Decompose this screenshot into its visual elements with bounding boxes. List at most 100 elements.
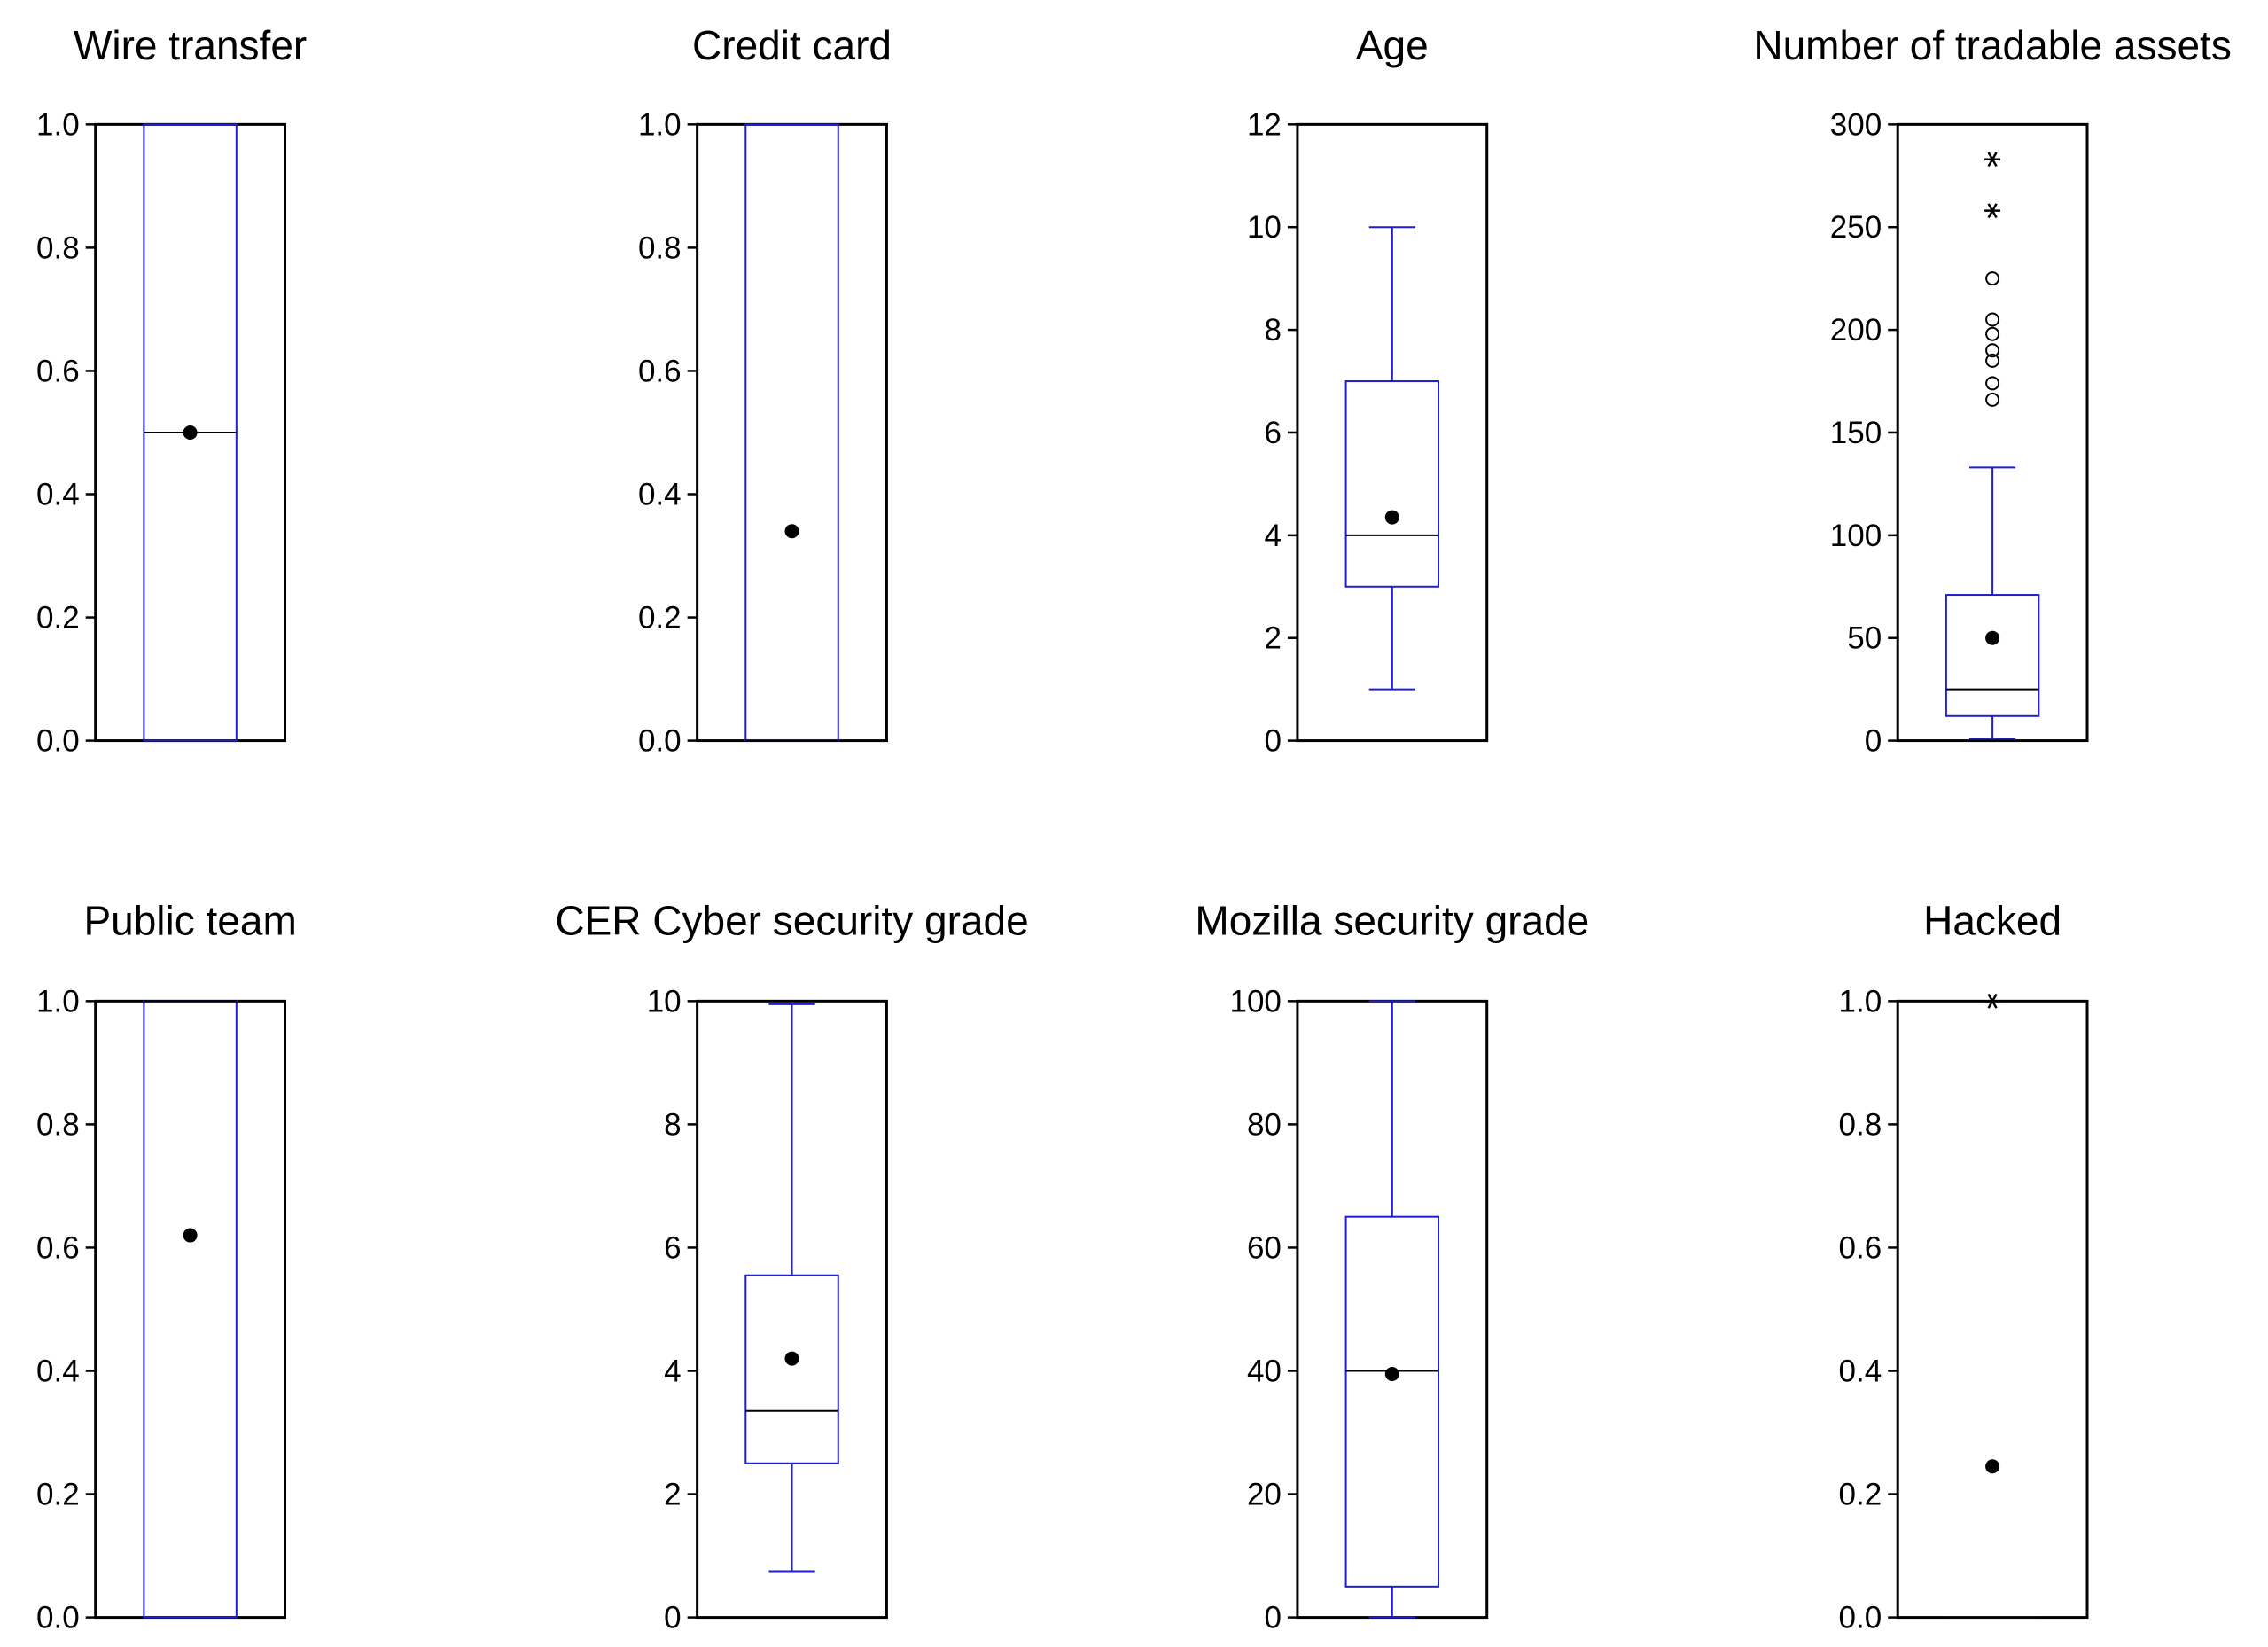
outlier-star-stroke [1987,152,1998,168]
y-tick-label: 0.8 [36,230,80,265]
plot-frame [94,999,287,1620]
plot-frame [1896,122,2089,743]
y-tick-label: 50 [1847,621,1882,656]
y-tick-label: 1.0 [36,107,80,142]
y-tick-label: 80 [1247,1107,1282,1142]
y-tick-label: 0 [1264,1601,1281,1635]
y-tick-label: 0.0 [638,724,682,759]
y-tick-label: 100 [1830,519,1882,553]
outlier-far [1984,152,2001,168]
mean-marker [1384,510,1399,525]
y-tick-label: 0.2 [638,601,682,636]
y-tick-label: 0.2 [36,1478,80,1512]
y-tick-label: 8 [1264,313,1281,347]
iqr-box [1945,594,2040,717]
y-tick-label: 6 [1264,416,1281,450]
mean-marker [1985,630,2000,645]
iqr-box [744,123,839,742]
y-tick-label: 0.8 [36,1107,80,1142]
y-tick-label: 6 [664,1230,681,1265]
panel-title: Number of tradable assets [1753,22,2232,68]
outlier-near [1985,392,2000,407]
boxplot-panel: Credit card 0.0 0.2 0.4 0.6 0.8 1.0 [638,22,892,759]
y-tick-label: 250 [1830,210,1882,245]
y-tick-label: 0.8 [1839,1107,1882,1142]
outlier-near [1985,271,2000,286]
y-tick-label: 150 [1830,416,1882,450]
panel-title: Age [1356,22,1429,68]
y-tick-label: 4 [1264,519,1281,553]
y-tick-label: 0.4 [638,477,682,511]
y-tick-label: 0.2 [1839,1478,1882,1512]
boxplot-panel: Hacked 0.0 0.2 0.4 0.6 0.8 1.0 [1839,897,2089,1635]
y-tick-label: 4 [664,1354,681,1388]
y-tick-label: 0 [1264,724,1281,759]
y-tick-label: 40 [1247,1354,1282,1388]
boxplot-panel: Public team 0.0 0.2 0.4 0.6 0.8 1.0 [36,897,297,1635]
y-tick-label: 0.8 [638,230,682,265]
mean-marker [1384,1366,1399,1381]
y-tick-label: 20 [1247,1478,1282,1512]
y-tick-label: 60 [1247,1230,1282,1265]
panel-title: Mozilla security grade [1195,897,1589,943]
y-tick-label: 0.6 [36,354,80,388]
y-tick-label: 0.0 [36,724,80,759]
y-tick-label: 10 [647,984,682,1019]
outlier-near [1985,343,2000,358]
panel-title: Credit card [692,22,892,68]
mean-marker [784,1351,799,1366]
outlier-star-stroke [1987,993,1998,1009]
y-tick-label: 0.6 [638,354,682,388]
iqr-box [744,1274,839,1464]
outlier-near [1985,312,2000,327]
outlier-near [1985,353,2000,368]
y-tick-label: 0.6 [36,1230,80,1265]
y-tick-label: 0 [664,1601,681,1635]
iqr-box [143,1000,238,1619]
outlier-far [1984,203,2001,219]
iqr-box [1344,380,1440,588]
mean-marker [183,425,198,440]
boxplot-panel: Number of tradable assets 0 50 100 150 200 250… [1753,22,2232,759]
panel-title: Public team [83,897,296,943]
mean-marker [183,1228,198,1243]
y-tick-label: 10 [1247,210,1282,245]
y-tick-label: 200 [1830,313,1882,347]
panel-title: Wire transfer [74,22,307,68]
y-tick-label: 0.6 [1839,1230,1882,1265]
y-tick-label: 2 [1264,621,1281,656]
panel-title: CER Cyber security grade [555,897,1028,943]
boxplot-panel: CER Cyber security grade 0 2 4 6 8 10 [555,897,1028,1635]
outlier-star-stroke [1987,203,1998,219]
y-tick-label: 0.4 [36,477,80,511]
y-tick-label: 0.4 [1839,1354,1882,1388]
plot-frame [696,999,888,1620]
y-tick-label: 12 [1247,107,1282,142]
outlier-near [1985,376,2000,391]
y-tick-label: 0.0 [36,1601,80,1635]
y-tick-label: 0.4 [36,1354,80,1388]
y-tick-label: 0.0 [1839,1601,1882,1635]
mean-marker [1985,1459,2000,1474]
outlier-far [1984,993,2001,1009]
y-tick-label: 0 [1865,724,1882,759]
y-tick-label: 1.0 [36,984,80,1019]
boxplot-panel: Mozilla security grade 0 20 40 60 80 100 [1195,897,1589,1635]
mean-marker [784,524,799,539]
outlier-near [1985,326,2000,341]
y-tick-label: 8 [664,1107,681,1142]
panel-title: Hacked [1923,897,2061,943]
boxplot-panel: Wire transfer 0.0 0.2 0.4 0.6 0.8 1.0 [36,22,307,759]
boxplot-panel: Age 0 2 4 6 8 10 12 [1247,22,1489,759]
y-tick-label: 300 [1830,107,1882,142]
y-tick-label: 2 [664,1478,681,1512]
plot-frame [1896,999,2089,1620]
y-tick-label: 1.0 [638,107,682,142]
plot-frame [696,122,888,743]
iqr-box [1344,1215,1440,1588]
y-tick-label: 100 [1230,984,1282,1019]
y-tick-label: 0.2 [36,601,80,636]
y-tick-label: 1.0 [1839,984,1882,1019]
